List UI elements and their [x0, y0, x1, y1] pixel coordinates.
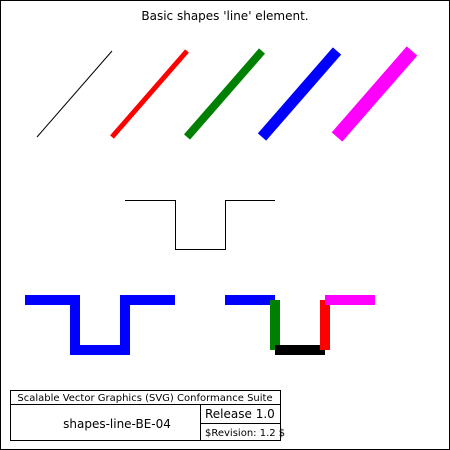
- footer-box: [10, 390, 281, 441]
- release-label: Release 1.0: [205, 407, 275, 421]
- thick-blue-notch: [25, 295, 175, 355]
- diagonal-lines: [36, 46, 418, 142]
- suite-title: Scalable Vector Graphics (SVG) Conforman…: [17, 393, 272, 404]
- diagonal-line-magenta: [331, 46, 418, 142]
- thin-notch-lines: [125, 200, 275, 250]
- multicolor-notch: [225, 295, 375, 355]
- diagonal-line-blue: [257, 47, 342, 141]
- test-title: Basic shapes 'line' element.: [141, 9, 308, 23]
- diagonal-line-green: [183, 48, 266, 140]
- revision-label: $Revision: 1.2 $: [205, 428, 285, 439]
- test-name: shapes-line-BE-04: [63, 417, 171, 431]
- conformance-footer: Scalable Vector Graphics (SVG) Conforman…: [10, 390, 285, 441]
- diagonal-line-red: [110, 49, 189, 139]
- diagonal-line-black: [36, 50, 113, 138]
